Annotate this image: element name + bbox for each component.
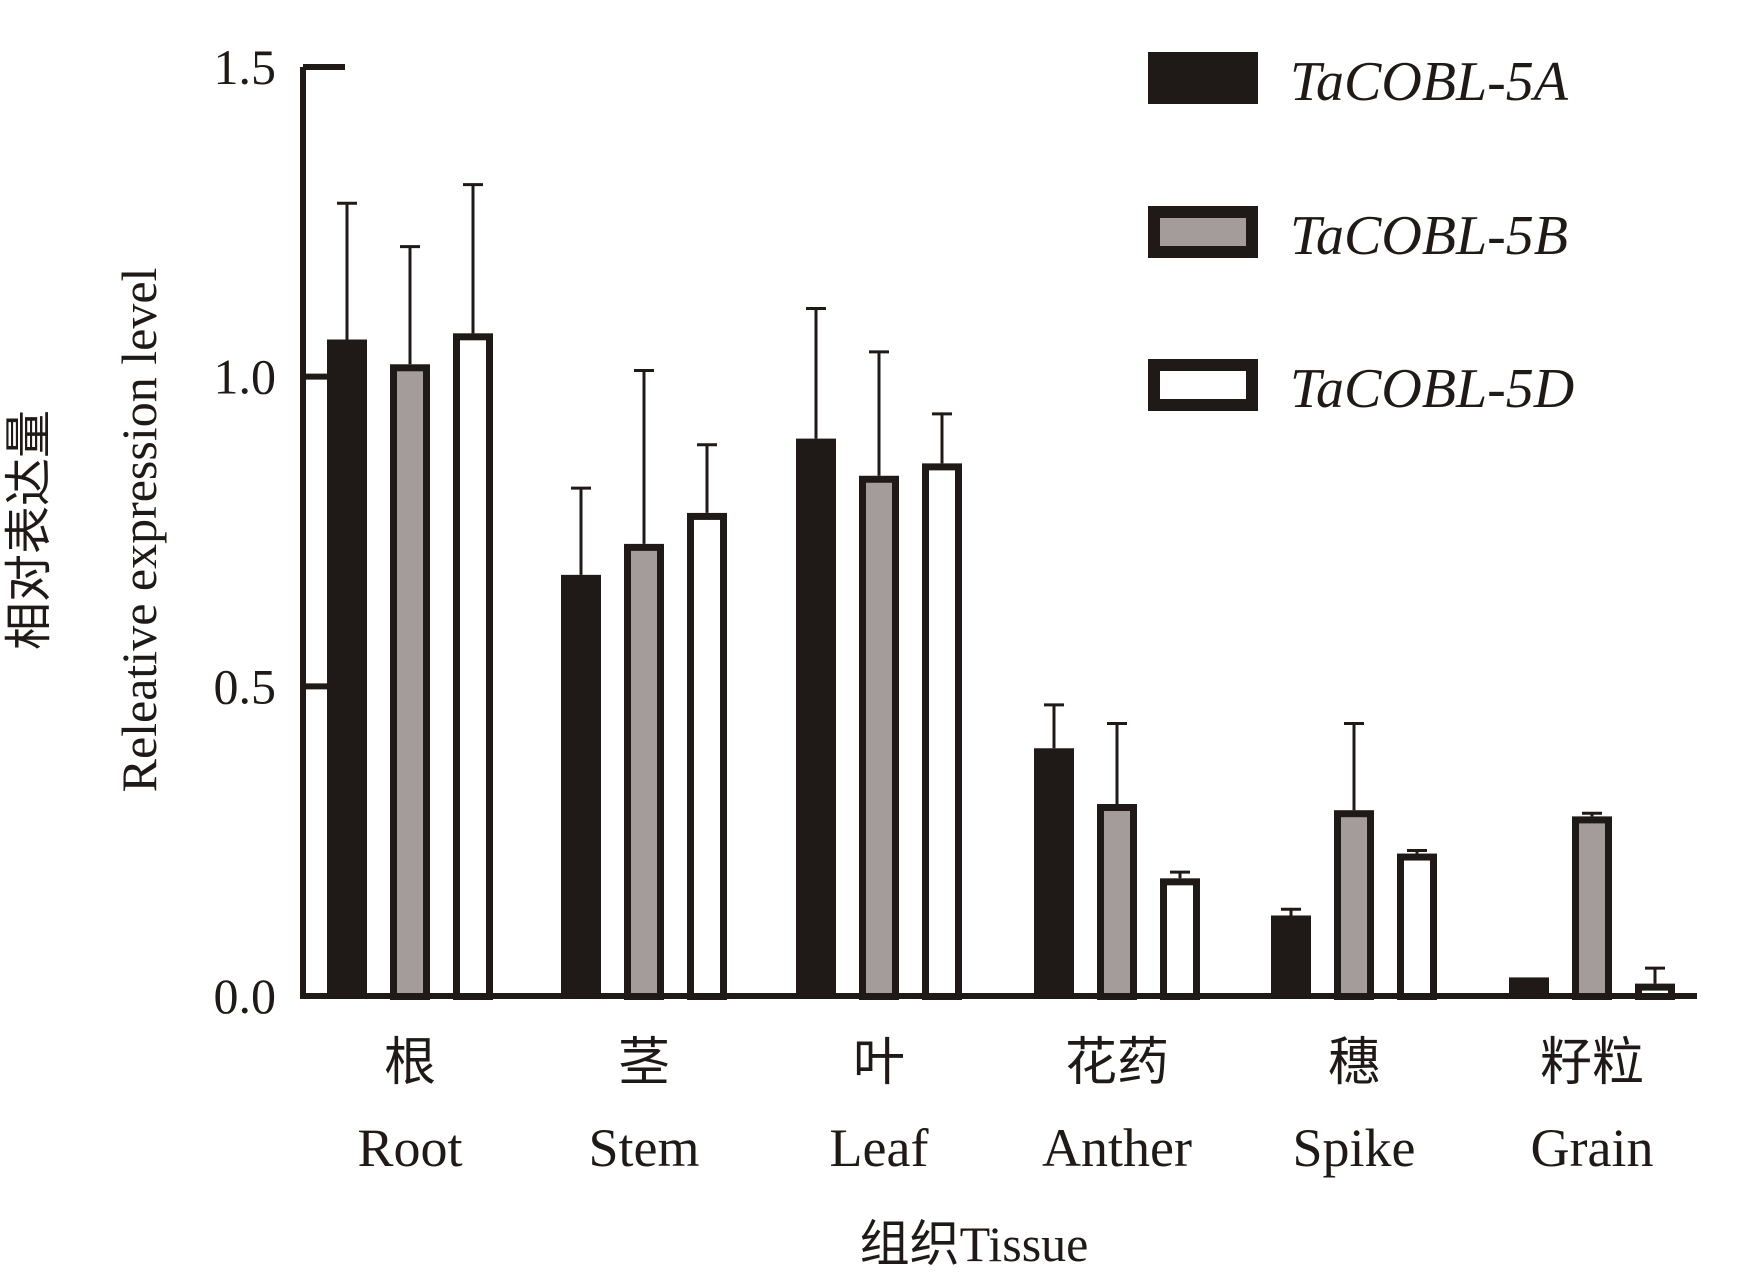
- x-tick-labels: 根 Root 茎 Stem 叶 Leaf 花药 Anther 穗 Spike 籽粒 Grain: [357, 1035, 1653, 1178]
- legend-label-TaCOBL-5A: TaCOBL-5A: [1290, 51, 1569, 113]
- bar-TaCOBL-5D-Root: [453, 333, 493, 1000]
- bar-TaCOBL-5A-Stem: [561, 574, 601, 996]
- legend-swatch-TaCOBL-5B: [1148, 206, 1258, 258]
- x-tick-label-en: Spike: [1292, 1118, 1415, 1178]
- x-tick-label-en: Root: [357, 1118, 462, 1178]
- bar-TaCOBL-5B-Leaf: [859, 475, 899, 1000]
- legend-label-TaCOBL-5B: TaCOBL-5B: [1290, 205, 1568, 267]
- bar-TaCOBL-5D-Leaf: [922, 463, 962, 1000]
- bar-TaCOBL-5B-Spike: [1334, 810, 1374, 1001]
- axes-layer: [300, 67, 1697, 999]
- x-tick-label-cn: 籽粒: [1540, 1035, 1644, 1092]
- x-tick-label-en: Anther: [1042, 1118, 1192, 1178]
- legend-swatch-TaCOBL-5A: [1148, 52, 1258, 104]
- x-tick-label-en: Stem: [588, 1118, 699, 1178]
- x-axis-title: 组织Tissue: [860, 1216, 1089, 1272]
- y-tick-label: 1.5: [214, 39, 277, 95]
- bar-TaCOBL-5A-Root: [327, 339, 367, 996]
- y-axis-title-cn: 相对表达量: [3, 410, 56, 650]
- x-axis-title-cn: 组织: [860, 1216, 960, 1272]
- bar-TaCOBL-5D-Stem: [687, 512, 727, 1000]
- x-tick-label-cn: 花药: [1065, 1035, 1169, 1092]
- legend-swatch-TaCOBL-5D: [1148, 359, 1258, 411]
- ticks-layer: 0.0 0.5 1.0 1.5: [214, 39, 345, 1024]
- bar-TaCOBL-5B-Stem: [624, 543, 664, 1000]
- y-tick-label: 0.5: [214, 658, 277, 714]
- bar-TaCOBL-5D-Anther: [1160, 878, 1200, 1000]
- y-tick-label: 1.0: [214, 349, 277, 405]
- x-tick-label-en: Leaf: [830, 1118, 929, 1178]
- x-tick-label-cn: 穗: [1328, 1035, 1380, 1092]
- x-tick-label-cn: 根: [384, 1035, 436, 1092]
- bar-TaCOBL-5B-Root: [390, 364, 430, 1000]
- y-tick-label: 0.0: [214, 968, 277, 1024]
- bar-TaCOBL-5A-Leaf: [796, 438, 836, 997]
- bar-TaCOBL-5A-Grain: [1509, 977, 1549, 996]
- x-tick-label-cn: 茎: [618, 1035, 670, 1092]
- legend: TaCOBL-5A TaCOBL-5B TaCOBL-5D: [1148, 51, 1574, 420]
- x-tick-label-cn: 叶: [853, 1035, 905, 1092]
- y-axis-title: 相对表达量 Releative expression level: [3, 268, 167, 793]
- bars-layer: [327, 183, 1675, 1001]
- x-axis-title-en: Tissue: [960, 1216, 1089, 1272]
- bar-TaCOBL-5B-Grain: [1572, 816, 1612, 1000]
- legend-label-TaCOBL-5D: TaCOBL-5D: [1290, 358, 1574, 420]
- x-tick-label-en: Grain: [1531, 1118, 1654, 1178]
- bar-TaCOBL-5A-Spike: [1271, 915, 1311, 996]
- bar-TaCOBL-5D-Spike: [1397, 853, 1437, 1001]
- y-axis-title-en: Releative expression level: [111, 268, 167, 793]
- bar-TaCOBL-5A-Anther: [1034, 748, 1074, 996]
- bar-TaCOBL-5B-Anther: [1097, 804, 1137, 1000]
